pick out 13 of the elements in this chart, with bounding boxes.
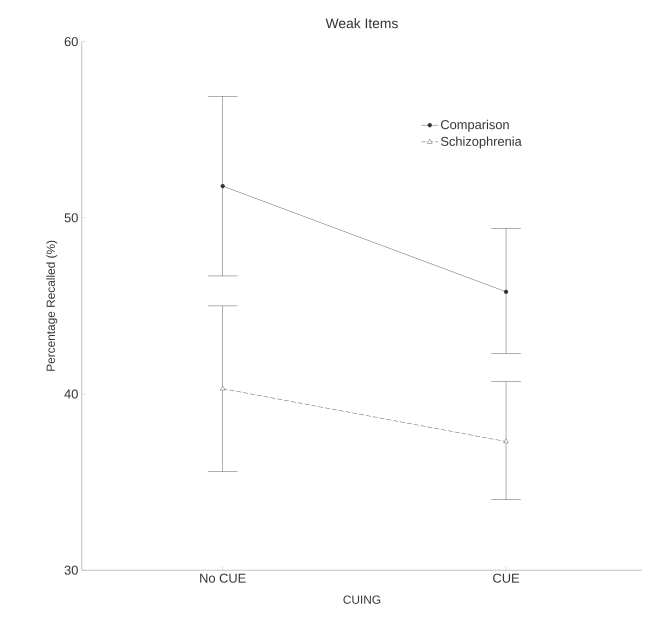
y-tick-label: 50 <box>64 213 78 223</box>
x-tick-label: CUE <box>493 574 520 583</box>
y-tick-label: 40 <box>64 390 78 399</box>
y-tick-label: 60 <box>64 37 78 46</box>
y-tick-label: 30 <box>64 566 78 575</box>
point <box>504 290 508 294</box>
legend-label: Schizophrenia <box>440 136 522 149</box>
point <box>220 184 225 188</box>
x-tick-label: No CUE <box>200 574 246 583</box>
chart-title: Weak Items <box>326 18 398 28</box>
legend-label: Comparison <box>441 120 509 132</box>
y-axis-title: Percentage Recalled (%) <box>46 240 58 372</box>
x-axis-title: CUING <box>343 596 380 604</box>
